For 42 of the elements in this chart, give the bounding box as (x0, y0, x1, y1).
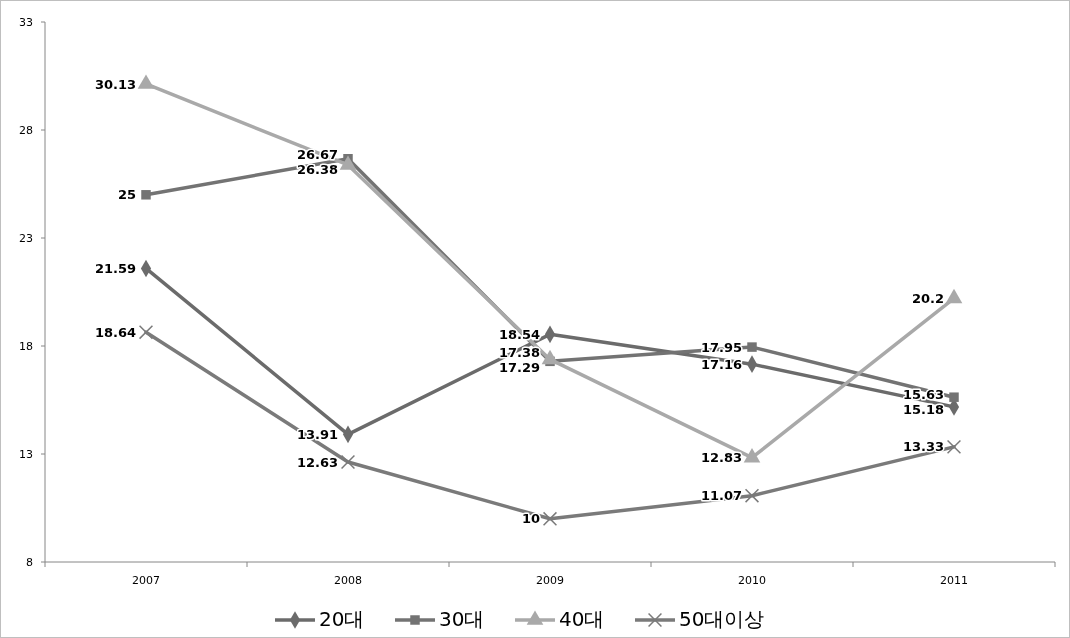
data-label: 11.07 (700, 488, 742, 504)
data-label: 26.38 (296, 161, 338, 177)
y-tick-label: 8 (26, 555, 33, 569)
data-label: 12.63 (296, 454, 338, 470)
point (542, 511, 558, 526)
y-tick-label: 13 (19, 447, 33, 461)
data-label: 13.33 (902, 439, 944, 455)
point (340, 454, 356, 470)
x-tick-label: 2010 (738, 574, 766, 587)
data-label: 17.95 (700, 339, 742, 355)
legend-label: 30대 (439, 607, 485, 631)
legend-label: 40대 (559, 607, 605, 631)
data-label: 30.13 (94, 76, 136, 92)
data-label: 17.29 (498, 360, 540, 376)
point (744, 488, 760, 503)
data-label: 21.59 (94, 261, 136, 277)
point (138, 324, 154, 340)
point (747, 342, 757, 352)
data-label: 13.91 (296, 426, 338, 442)
data-label: 18.64 (94, 324, 136, 340)
y-tick-label: 18 (19, 339, 33, 353)
data-label: 25 (117, 187, 136, 203)
x-tick-label: 2008 (334, 574, 362, 587)
x-tick-label: 2007 (132, 574, 160, 587)
point (946, 439, 962, 455)
data-label: 20.2 (911, 291, 944, 307)
y-tick-label: 33 (19, 15, 33, 29)
x-tick-label: 2009 (536, 574, 564, 587)
point (141, 190, 151, 200)
point (949, 392, 959, 402)
y-tick-label: 23 (19, 231, 33, 245)
data-label: 15.63 (902, 387, 944, 403)
data-label: 18.54 (498, 326, 540, 342)
legend-label: 50대이상 (679, 607, 765, 631)
data-label: 10 (521, 511, 540, 527)
data-label: 12.83 (700, 450, 742, 466)
x-tick-label: 2011 (940, 574, 968, 587)
data-label: 15.18 (902, 402, 944, 418)
data-label: 26.67 (296, 146, 338, 162)
legend-label: 20대 (319, 607, 365, 631)
y-tick-label: 28 (19, 123, 33, 137)
data-label: 17.16 (700, 356, 742, 372)
